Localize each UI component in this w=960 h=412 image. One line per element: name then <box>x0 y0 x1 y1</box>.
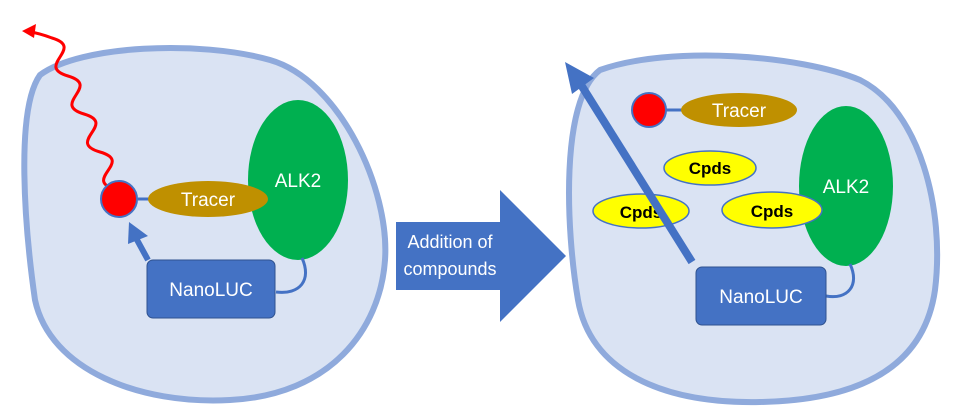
luminescence-arrow <box>574 77 696 265</box>
compound-1-label: Cpds <box>689 159 732 178</box>
nanoluc-box-after <box>695 266 827 326</box>
energy-transfer-arrowhead <box>128 222 148 244</box>
alk2-protein <box>248 100 348 260</box>
tracer-label: Tracer <box>181 190 236 211</box>
nanoluc-box <box>146 259 276 319</box>
emission-arrowhead <box>22 24 36 38</box>
luminescence-arrowhead <box>565 62 594 94</box>
before-panel: ALK2 Tracer NanoLUC <box>21 24 389 404</box>
process-arrow-line1: Addition of <box>407 232 493 252</box>
nanoluc-label: NanoLUC <box>169 280 252 301</box>
alk2-nanoluc-linker-after <box>825 263 856 299</box>
tracer-molecule <box>148 181 268 217</box>
alk2-protein-after <box>799 106 893 266</box>
compound-3 <box>721 191 823 229</box>
alk2-label: ALK2 <box>275 171 321 192</box>
nanoluc-label-after: NanoLUC <box>719 287 802 308</box>
compound-1 <box>663 150 757 186</box>
free-fluorophore-dot <box>631 92 667 128</box>
alk2-label-after: ALK2 <box>823 177 869 198</box>
process-arrow-line2: compounds <box>403 259 496 279</box>
fluorophore-dot <box>100 180 138 218</box>
free-tracer-molecule <box>681 93 797 127</box>
energy-transfer-arrow <box>133 236 151 262</box>
compound-2-label: Cpds <box>620 203 663 222</box>
alk2-nanoluc-linker <box>275 257 308 294</box>
free-tracer-label: Tracer <box>712 101 767 122</box>
light-emission-wave <box>29 30 118 192</box>
after-panel: Cpds Cpds ALK2 Cpds Tracer NanoLUC <box>565 52 941 406</box>
process-arrow: Addition of compounds <box>396 190 566 322</box>
compound-3-label: Cpds <box>751 202 794 221</box>
process-arrow-shape <box>396 190 566 322</box>
